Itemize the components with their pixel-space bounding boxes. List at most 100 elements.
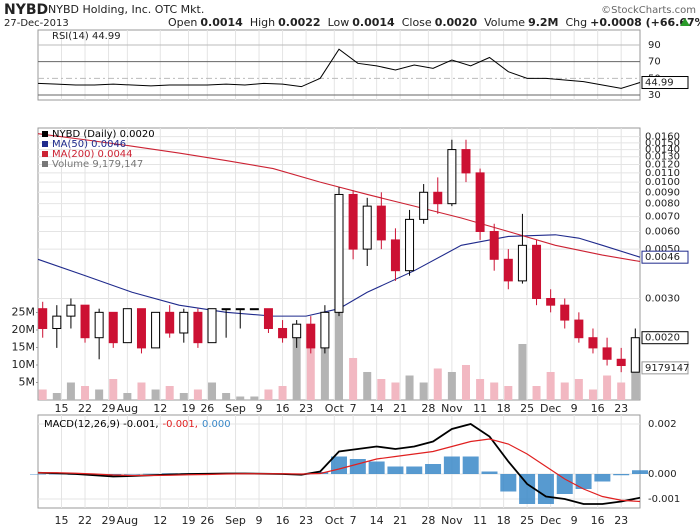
x-tick-label: 16 [276, 514, 290, 527]
histogram-bar [481, 471, 498, 474]
histogram-bar [537, 474, 554, 504]
histogram-bar [406, 466, 423, 474]
value-box-label: 0.0046 [645, 252, 680, 263]
x-tick-label: Aug [117, 514, 138, 527]
candle-body [221, 308, 231, 311]
macd-title: MACD(12,26,9) -0.001, -0.001, 0.000 [44, 419, 231, 430]
histogram-bar [48, 474, 65, 475]
candle-body [292, 323, 302, 339]
volume-bar [504, 385, 513, 400]
x-tick-label: 7 [350, 402, 357, 415]
candle-body [122, 308, 132, 344]
candle-body [405, 218, 415, 272]
volume-tick-label: 10M [12, 358, 36, 371]
histogram-bar [30, 474, 46, 475]
macd-line [38, 438, 641, 503]
histogram-bar [519, 474, 536, 504]
volume-bar [546, 371, 555, 400]
x-tick-label: 18 [497, 514, 511, 527]
y-tick-label: 0.0050 [645, 244, 680, 255]
volume-bar [419, 382, 428, 400]
volume-bar [363, 371, 372, 400]
legend-label: Volume 9,179,147 [52, 159, 143, 170]
x-tick-label: 23 [614, 514, 628, 527]
volume-bar [151, 389, 160, 400]
moving-average [37, 133, 641, 263]
stat-value: +0.0008 (+66.67%) [590, 16, 700, 29]
volume-bar [109, 378, 118, 400]
x-tick-label: 21 [393, 514, 407, 527]
volume-bar [617, 382, 626, 400]
histogram-bar [594, 474, 611, 482]
volume-bar [433, 368, 442, 400]
candle-body [419, 191, 429, 220]
stat-label: Chg [566, 16, 588, 29]
candle-body [151, 311, 161, 349]
moving-average [37, 234, 641, 317]
legend-swatch [42, 151, 48, 157]
volume-bar [461, 364, 470, 400]
x-tick-label: 9 [256, 402, 263, 415]
volume-tick-label: 15M [12, 340, 36, 353]
candle-body [362, 205, 372, 250]
histogram-bar [331, 456, 347, 474]
volume-bar [179, 392, 188, 400]
value-box [641, 331, 689, 345]
x-tick-label: 16 [591, 402, 605, 415]
legend-label: MA(50) 0.0046 [52, 139, 126, 150]
candle-body [433, 191, 443, 205]
x-tick-label: Sep [225, 514, 246, 527]
volume-bar [264, 389, 273, 400]
y-tick-label: 70 [648, 57, 661, 68]
candle-body [52, 315, 62, 329]
x-tick-label: 23 [299, 402, 313, 415]
candle-body [320, 311, 330, 349]
y-tick-label: 0.0140 [645, 145, 680, 156]
x-tick-label: 23 [614, 402, 628, 415]
volume-bar [603, 375, 612, 400]
candle-body [574, 319, 584, 339]
histogram-bar [443, 456, 460, 474]
y-tick-label: 30 [648, 90, 661, 101]
macd-title-part: 0.000 [202, 419, 231, 430]
legend-label: NYBD (Daily) 0.0020 [52, 129, 155, 140]
candle-body [249, 308, 259, 311]
stats: Open 0.0014 High 0.0022 Low 0.0014 Close 0.0020… [168, 16, 700, 29]
macd-panel [37, 414, 641, 509]
histogram-bar [387, 466, 404, 474]
volume-bar [560, 382, 569, 400]
histogram-bar [462, 456, 479, 474]
y-tick-label: 0.0080 [645, 199, 680, 210]
x-tick-label: 26 [200, 514, 214, 527]
volume-bar [490, 382, 499, 400]
candle-body [179, 311, 189, 334]
x-tick-label: Aug [117, 402, 138, 415]
value-box-label: 9179147 [645, 363, 690, 374]
symbol: NYBD [4, 2, 48, 18]
volume-bar [320, 322, 329, 400]
candle-body [461, 149, 471, 174]
volume-bar [588, 389, 597, 400]
histogram-bar [425, 464, 442, 474]
x-tick-label: Dec [540, 402, 561, 415]
volume-bar [349, 357, 358, 400]
y-tick-label: 90 [648, 40, 661, 51]
x-tick-label: 11 [473, 402, 487, 415]
volume-bar [137, 382, 146, 400]
volume-bar [165, 385, 174, 400]
value-box [641, 76, 689, 90]
volume-bar [405, 375, 414, 400]
x-tick-label: 9 [571, 402, 578, 415]
volume-bar [81, 385, 90, 400]
x-tick-label: 21 [393, 402, 407, 415]
candle-body [66, 304, 76, 317]
y-tick-label: 0.0090 [645, 187, 680, 198]
value-box-label: 44.99 [645, 78, 674, 89]
volume-bar [250, 396, 259, 400]
x-tick-label: Nov [441, 514, 463, 527]
histogram-bar [632, 470, 648, 474]
x-tick-label: 7 [350, 514, 357, 527]
candle-body [532, 244, 542, 300]
